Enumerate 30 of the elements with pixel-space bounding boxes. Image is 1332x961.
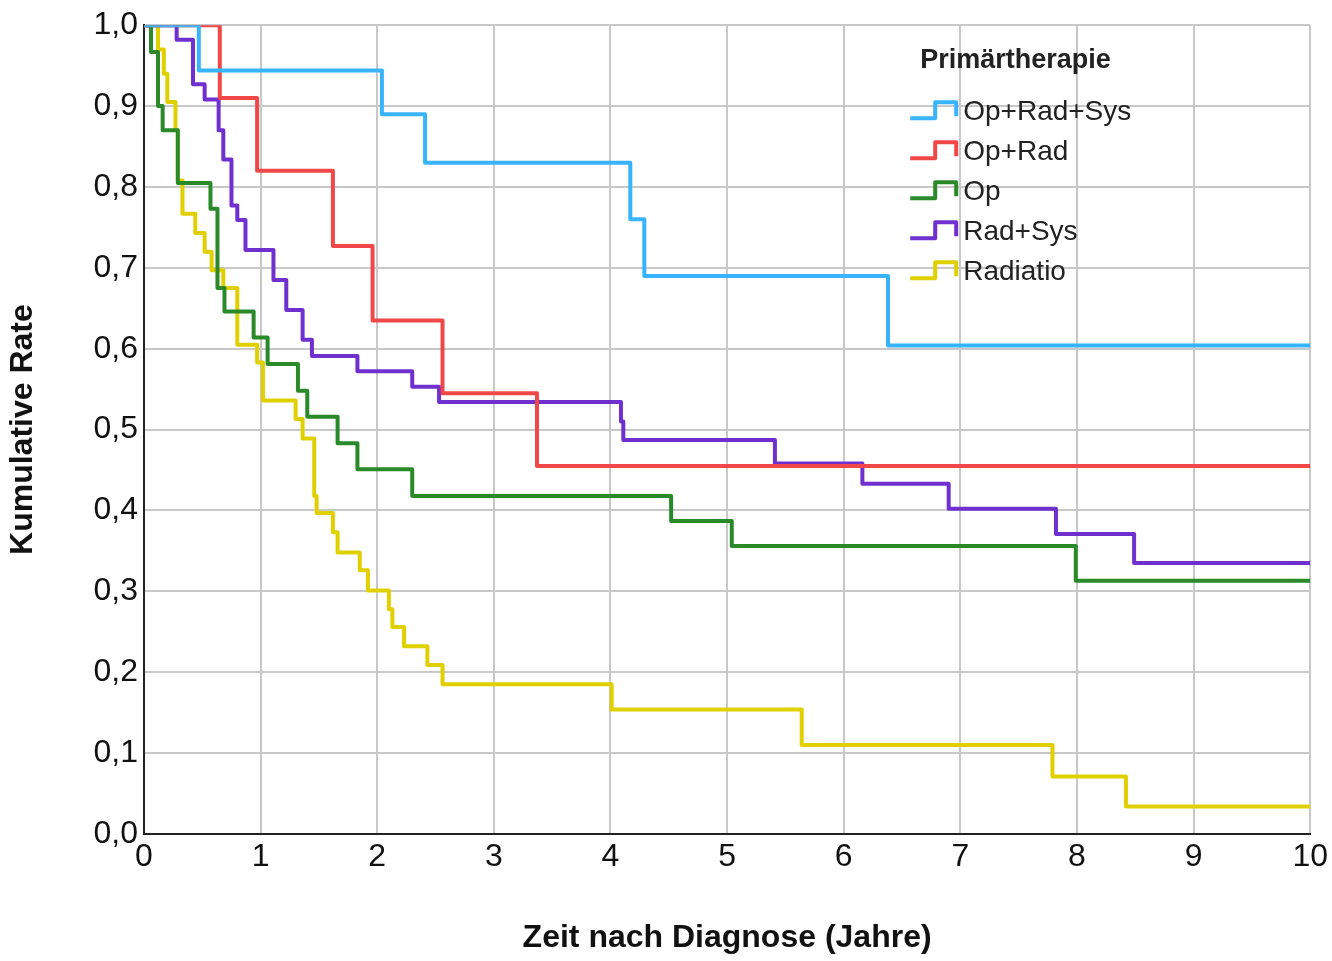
x-tick-label: 2: [368, 837, 387, 874]
x-tick-label: 10: [1292, 837, 1328, 874]
y-tick-label: 0,5: [93, 409, 138, 446]
legend-title: Primärtherapie: [920, 43, 1111, 74]
y-tick-label: 0,8: [93, 166, 138, 203]
x-axis-title: Zeit nach Diagnose (Jahre): [522, 917, 932, 954]
y-tick-label: 0,3: [93, 571, 138, 608]
y-tick-label: 1,0: [93, 5, 138, 42]
y-tick-label: 0,4: [93, 490, 138, 527]
x-tick-label: 0: [135, 837, 153, 874]
y-tick-label: 0,6: [93, 328, 138, 365]
x-tick-label: 9: [1184, 837, 1203, 874]
x-tick-label: 5: [718, 837, 736, 874]
x-tick-label: 1: [251, 837, 270, 874]
y-tick-label: 0,9: [93, 85, 138, 122]
legend-label: Op+Rad: [963, 134, 1069, 166]
x-tick-label: 8: [1068, 837, 1086, 874]
y-axis-title: Kumulative Rate: [3, 304, 40, 555]
y-tick-label: 0,7: [93, 247, 138, 284]
y-tick-label: 0,2: [93, 652, 138, 689]
x-tick-label: 3: [484, 837, 503, 874]
legend-label: Radiatio: [963, 254, 1066, 286]
x-tick-label: 4: [601, 837, 620, 874]
legend-label: Op+Rad+Sys: [963, 94, 1132, 126]
x-tick-label: 6: [834, 837, 853, 874]
x-tick-label: 7: [951, 837, 970, 874]
legend-label: Op: [963, 174, 1001, 206]
legend-label: Rad+Sys: [963, 214, 1078, 246]
y-tick-label: 0,0: [93, 813, 138, 850]
y-tick-label: 0,1: [93, 732, 138, 769]
